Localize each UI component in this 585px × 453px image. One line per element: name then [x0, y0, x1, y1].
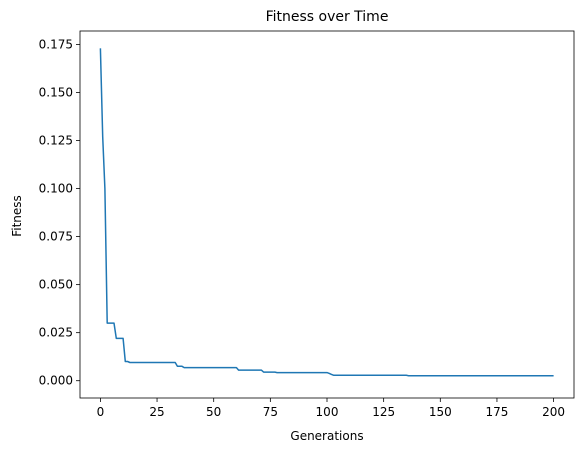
y-tick-label: 0.175: [39, 37, 73, 51]
plot-area: 0 25 50 75 100 125 150 175 200 0.000 0.025 0.050 0.0…: [39, 30, 575, 419]
x-tick-label: 150: [429, 405, 452, 419]
y-tick-label: 0.050: [39, 278, 73, 292]
x-axis-label: Generations: [290, 429, 363, 443]
x-tick-label: 25: [149, 405, 164, 419]
data-line: [99, 48, 554, 377]
y-tick-label: 0.150: [39, 85, 73, 99]
y-tick-label: 0.125: [39, 134, 73, 148]
x-tick-label: 75: [263, 405, 278, 419]
x-tick-label: 200: [542, 405, 565, 419]
x-tick-label: 50: [206, 405, 221, 419]
x-tick-label: 100: [316, 405, 339, 419]
x-tick-label: 0: [97, 405, 105, 419]
y-tick-label: 0.000: [39, 374, 73, 388]
x-tick-label: 175: [486, 405, 509, 419]
y-tick-label: 0.025: [39, 326, 73, 340]
y-axis-label: Fitness: [10, 195, 24, 237]
chart-title: Fitness over Time: [266, 9, 389, 25]
plot-frame: [79, 30, 575, 399]
y-tick-label: 0.075: [39, 230, 73, 244]
x-tick-label: 125: [372, 405, 395, 419]
y-tick-label: 0.100: [39, 182, 73, 196]
